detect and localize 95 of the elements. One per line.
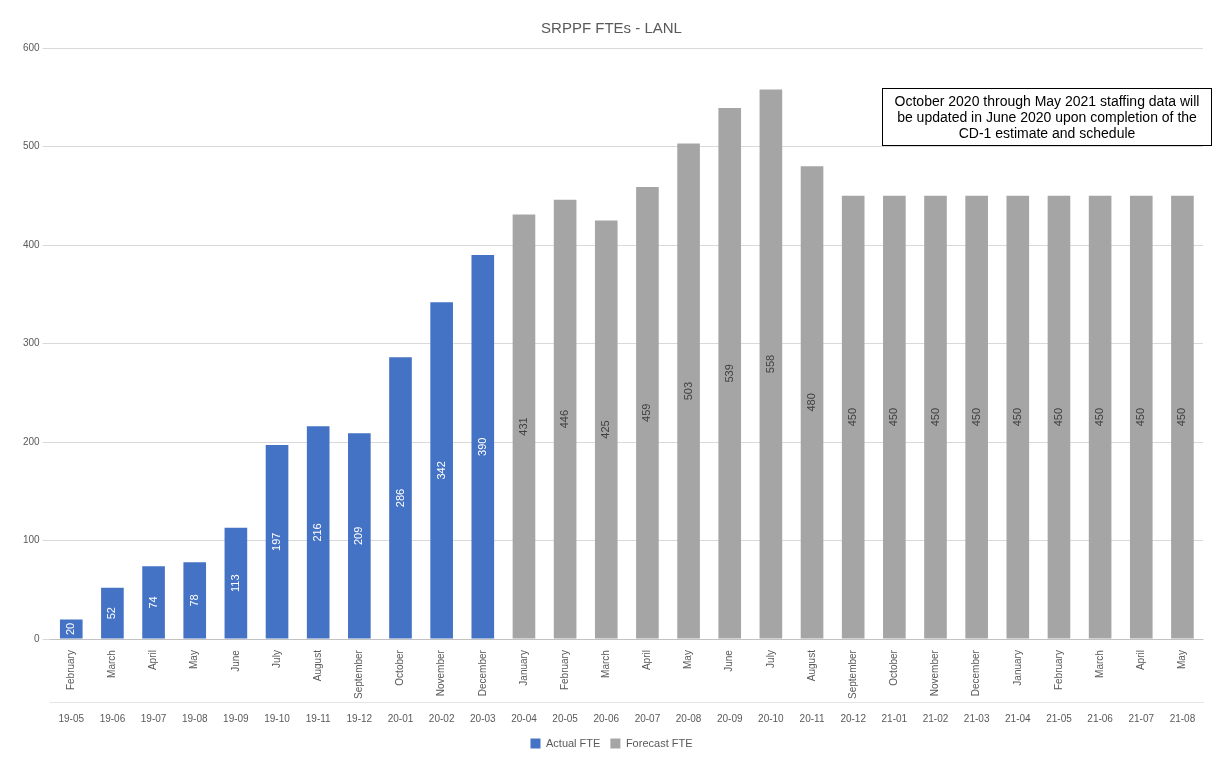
category-label: September 20-12 bbox=[840, 650, 866, 724]
category-label: October 21-01 bbox=[881, 650, 908, 724]
category-label: October 20-01 bbox=[387, 650, 414, 724]
category-label: July 20-10 bbox=[758, 650, 784, 724]
bar bbox=[512, 214, 536, 639]
data-label: 52 bbox=[105, 607, 118, 620]
data-label: 459 bbox=[640, 403, 653, 422]
bar bbox=[224, 527, 248, 639]
category-label: February 20-05 bbox=[552, 650, 578, 724]
category-label: August 20-11 bbox=[799, 650, 825, 724]
legend-label: Forecast FTE bbox=[625, 736, 693, 749]
y-tick-label: 500 bbox=[23, 140, 41, 152]
bar bbox=[142, 566, 165, 639]
category-label: February 19-05 bbox=[58, 650, 85, 724]
legend-label: Actual FTE bbox=[545, 736, 601, 749]
y-tick-label: 100 bbox=[23, 534, 41, 546]
category-label: March 21-06 bbox=[1087, 650, 1113, 724]
bar bbox=[883, 195, 906, 639]
category-label: January 20-04 bbox=[511, 650, 537, 724]
data-label: 20 bbox=[64, 622, 77, 636]
data-label: 450 bbox=[1093, 408, 1106, 427]
data-label: 450 bbox=[1134, 408, 1147, 427]
data-label: 197 bbox=[270, 532, 283, 551]
bar bbox=[924, 195, 947, 639]
bar bbox=[718, 108, 742, 639]
bar bbox=[759, 89, 783, 639]
category-label: May 19-08 bbox=[181, 650, 208, 724]
category-label: June 19-09 bbox=[223, 650, 249, 724]
data-label: 503 bbox=[681, 381, 694, 401]
category-label: November 21-02 bbox=[922, 650, 949, 724]
bar bbox=[1171, 195, 1194, 639]
category-label: April 19-07 bbox=[140, 650, 167, 724]
data-label: 74 bbox=[146, 596, 159, 609]
data-label: 113 bbox=[228, 574, 241, 592]
bar bbox=[965, 195, 988, 639]
bar bbox=[101, 587, 124, 639]
category-label: March 20-06 bbox=[593, 650, 620, 724]
annotation: October 2020 through May 2021 staffing data will be updated in June 2020 upon completion of the CD-1 estimate and schedule bbox=[882, 88, 1212, 146]
y-tick-label: 0 bbox=[34, 632, 41, 644]
data-label: 450 bbox=[1010, 408, 1023, 427]
data-label: 342 bbox=[434, 461, 447, 480]
category-label: May 21-08 bbox=[1169, 650, 1196, 724]
bar bbox=[389, 357, 412, 639]
data-label: 390 bbox=[475, 437, 488, 456]
y-tick-label: 300 bbox=[23, 337, 41, 349]
data-label: 209 bbox=[352, 526, 365, 546]
data-label: 446 bbox=[558, 409, 571, 429]
category-label: January 21-04 bbox=[1005, 650, 1031, 724]
data-label: 425 bbox=[599, 420, 612, 439]
bar bbox=[430, 302, 453, 639]
bar bbox=[183, 562, 207, 639]
bar bbox=[265, 445, 289, 639]
chart-title: SRPPF FTEs - LANL bbox=[541, 19, 682, 37]
data-label: 431 bbox=[516, 417, 529, 436]
bar bbox=[1129, 195, 1153, 639]
bar bbox=[471, 254, 495, 639]
y-tick-label: 200 bbox=[23, 435, 41, 447]
y-tick-label: 400 bbox=[23, 238, 41, 250]
bar bbox=[348, 433, 371, 639]
category-label: April 21-07 bbox=[1128, 650, 1155, 724]
category-label: June 20-09 bbox=[716, 650, 743, 724]
category-label: December 20-03 bbox=[470, 650, 496, 724]
category-label: September 19-12 bbox=[346, 650, 373, 724]
bar bbox=[1006, 195, 1030, 639]
y-tick-label: 600 bbox=[23, 41, 41, 53]
bar bbox=[677, 143, 700, 639]
category-label: May 20-08 bbox=[675, 650, 702, 724]
category-label: November 20-02 bbox=[428, 650, 455, 724]
data-label: 286 bbox=[393, 488, 406, 508]
category-label: April 20-07 bbox=[634, 650, 661, 724]
bar bbox=[1088, 195, 1112, 639]
data-label: 450 bbox=[928, 408, 941, 427]
bar bbox=[59, 619, 83, 639]
bar bbox=[841, 195, 865, 639]
data-label: 450 bbox=[887, 408, 900, 427]
data-label: 539 bbox=[722, 364, 735, 383]
bar bbox=[800, 166, 824, 639]
bar bbox=[553, 199, 577, 639]
data-label: 450 bbox=[846, 408, 859, 427]
data-label: 78 bbox=[187, 594, 200, 607]
data-label: 558 bbox=[763, 354, 776, 374]
data-label: 216 bbox=[311, 523, 324, 542]
category-label: March 19-06 bbox=[99, 650, 126, 724]
bar bbox=[594, 220, 618, 639]
bar bbox=[1047, 195, 1071, 639]
data-label: 450 bbox=[1051, 408, 1064, 427]
bar bbox=[306, 426, 330, 639]
category-label: February 21-05 bbox=[1046, 650, 1072, 724]
category-label: December 21-03 bbox=[963, 650, 990, 724]
category-label: August 19-11 bbox=[305, 650, 331, 724]
category-label: July 19-10 bbox=[264, 650, 290, 724]
data-label: 480 bbox=[805, 393, 818, 412]
bar bbox=[636, 186, 659, 639]
data-label: 450 bbox=[969, 408, 982, 427]
data-label: 450 bbox=[1175, 408, 1188, 427]
